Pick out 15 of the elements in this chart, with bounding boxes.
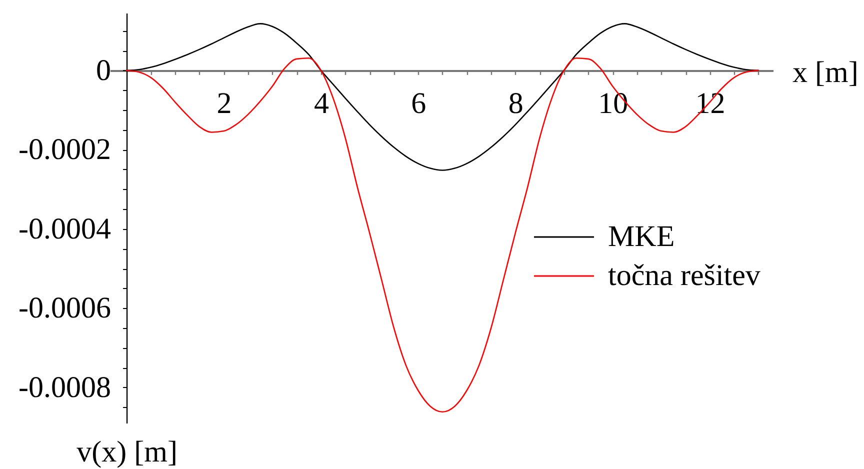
y-tick-label: -0.0002 bbox=[18, 133, 112, 166]
x-tick-label: 8 bbox=[508, 86, 524, 120]
x-axis-title: x [m] bbox=[792, 56, 858, 89]
legend-label: točna rešitev bbox=[608, 259, 760, 292]
legend-label: MKE bbox=[608, 220, 675, 254]
line-series bbox=[126, 58, 760, 413]
y-tick-label: -0.0006 bbox=[18, 292, 112, 325]
y-tick-label: -0.0004 bbox=[18, 212, 112, 246]
x-tick-label: 2 bbox=[216, 86, 232, 120]
y-tick-label: -0.0008 bbox=[18, 370, 112, 404]
y-axis-title: v(x) [m] bbox=[76, 436, 178, 468]
x-tick-label: 6 bbox=[411, 86, 426, 120]
x-tick-label: 10 bbox=[598, 86, 628, 120]
x-tick-label: 4 bbox=[314, 86, 329, 120]
y-tick-label: 0 bbox=[96, 54, 112, 87]
